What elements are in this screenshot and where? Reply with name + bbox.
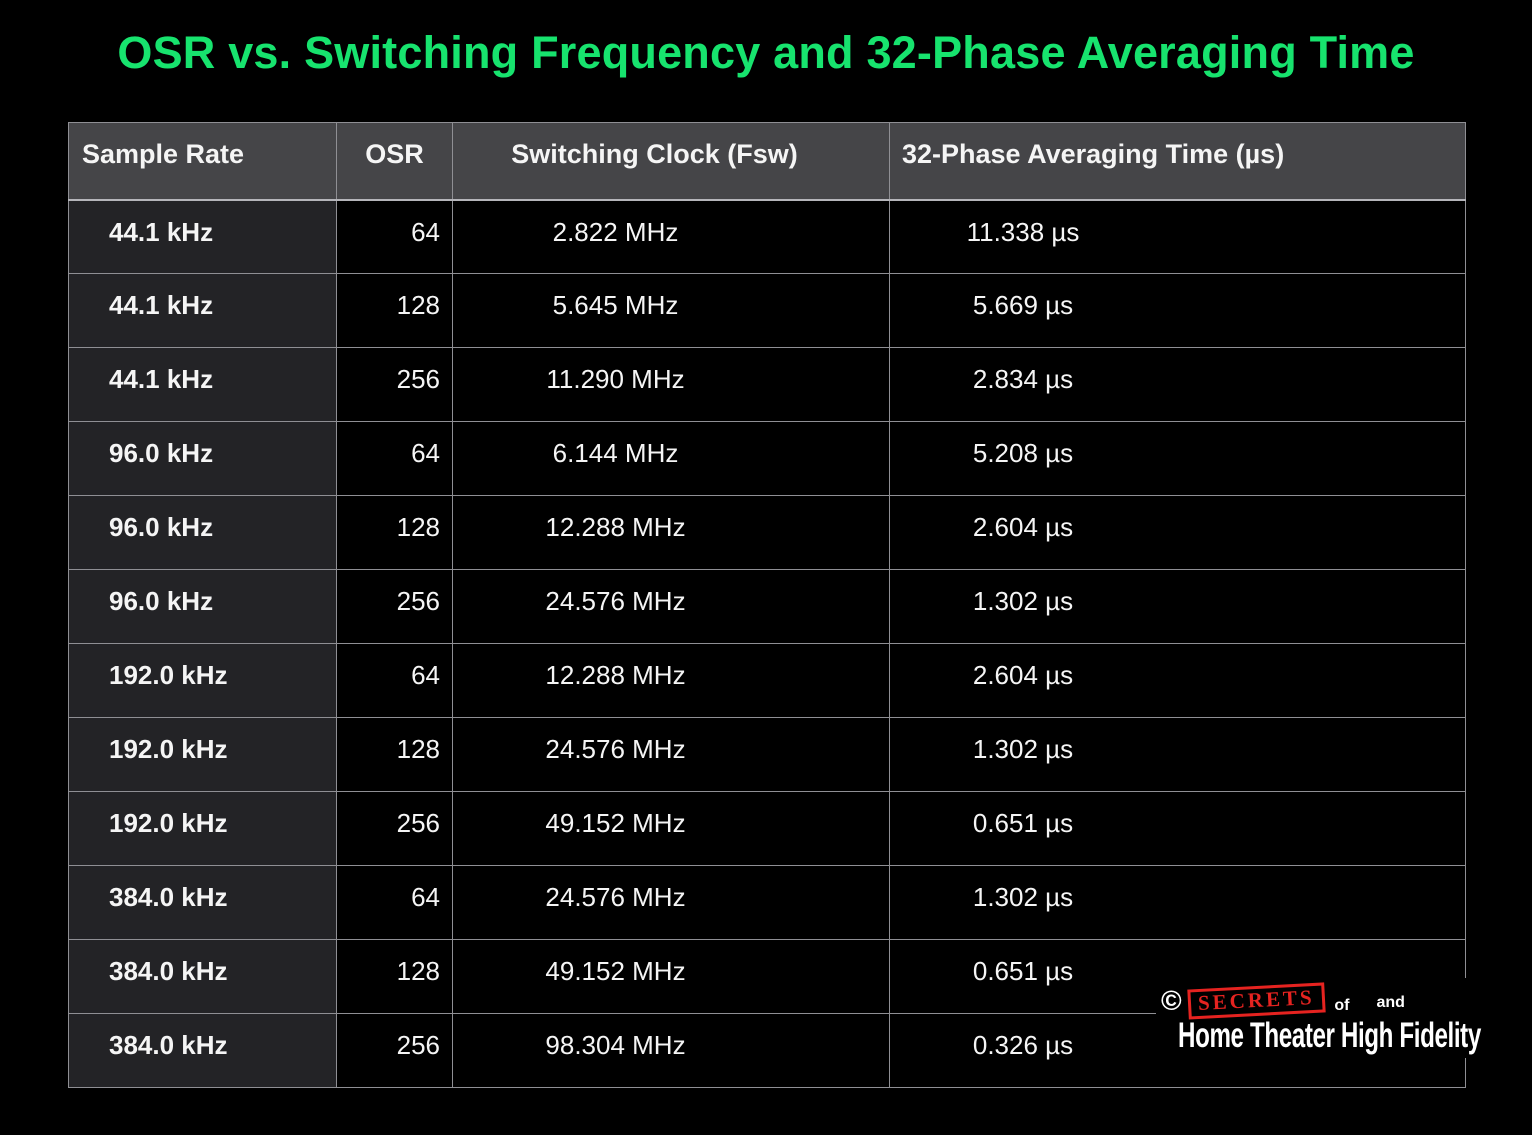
copyright-icon: © (1161, 985, 1182, 1017)
column-header-osr: OSR (336, 122, 453, 201)
cell-switching-clock: 2.822 MHz (452, 199, 890, 274)
logo-top-line: © SECRETS of and (1161, 982, 1405, 1020)
table-row: 96.0 kHz 64 6.144 MHz 5.208 µs (68, 421, 1466, 496)
cell-averaging-time: 1.302 µs (889, 569, 1466, 644)
cell-osr: 256 (336, 347, 453, 422)
cell-osr: 64 (336, 199, 453, 274)
cell-switching-clock: 11.290 MHz (452, 347, 890, 422)
cell-switching-clock: 6.144 MHz (452, 421, 890, 496)
table-row: 44.1 kHz 128 5.645 MHz 5.669 µs (68, 273, 1466, 348)
cell-sample-rate: 44.1 kHz (68, 347, 337, 422)
cell-switching-clock: 24.576 MHz (452, 717, 890, 792)
cell-sample-rate: 384.0 kHz (68, 939, 337, 1014)
logo-word-of: of (1334, 997, 1350, 1015)
cell-osr: 128 (336, 273, 453, 348)
osr-table: Sample Rate OSR Switching Clock (Fsw) 32… (68, 122, 1466, 1088)
cell-switching-clock: 49.152 MHz (452, 791, 890, 866)
sohthf-logo: © SECRETS of and Home Theater High Fidel… (1156, 978, 1504, 1058)
cell-averaging-time: 1.302 µs (889, 717, 1466, 792)
cell-averaging-time: 0.651 µs (889, 791, 1466, 866)
header-row: Sample Rate OSR Switching Clock (Fsw) 32… (68, 122, 1466, 201)
cell-switching-clock: 98.304 MHz (452, 1013, 890, 1088)
column-header-switching-clock: Switching Clock (Fsw) (452, 122, 890, 201)
cell-sample-rate: 96.0 kHz (68, 421, 337, 496)
table-row: 96.0 kHz 128 12.288 MHz 2.604 µs (68, 495, 1466, 570)
cell-averaging-time: 2.604 µs (889, 643, 1466, 718)
cell-averaging-time: 5.208 µs (889, 421, 1466, 496)
cell-switching-clock: 24.576 MHz (452, 569, 890, 644)
column-header-sample-rate: Sample Rate (68, 122, 337, 201)
cell-osr: 256 (336, 569, 453, 644)
cell-switching-clock: 24.576 MHz (452, 865, 890, 940)
cell-switching-clock: 12.288 MHz (452, 643, 890, 718)
cell-osr: 256 (336, 1013, 453, 1088)
cell-sample-rate: 192.0 kHz (68, 643, 337, 718)
table-row: 44.1 kHz 64 2.822 MHz 11.338 µs (68, 199, 1466, 274)
cell-sample-rate: 384.0 kHz (68, 1013, 337, 1088)
cell-averaging-time: 2.604 µs (889, 495, 1466, 570)
table-row: 192.0 kHz 128 24.576 MHz 1.302 µs (68, 717, 1466, 792)
cell-switching-clock: 12.288 MHz (452, 495, 890, 570)
column-header-averaging-time: 32-Phase Averaging Time (µs) (889, 122, 1466, 201)
cell-averaging-time: 11.338 µs (889, 199, 1466, 274)
cell-osr: 128 (336, 939, 453, 1014)
cell-sample-rate: 96.0 kHz (68, 569, 337, 644)
page-title: OSR vs. Switching Frequency and 32-Phase… (117, 27, 1415, 78)
table-row: 384.0 kHz 128 49.152 MHz 0.651 µs (68, 939, 1466, 1014)
logo-word-and: and (1376, 994, 1405, 1012)
cell-switching-clock: 49.152 MHz (452, 939, 890, 1014)
cell-averaging-time: 1.302 µs (889, 865, 1466, 940)
cell-osr: 64 (336, 421, 453, 496)
cell-osr: 128 (336, 495, 453, 570)
table-row: 96.0 kHz 256 24.576 MHz 1.302 µs (68, 569, 1466, 644)
cell-osr: 128 (336, 717, 453, 792)
cell-averaging-time: 5.669 µs (889, 273, 1466, 348)
table-row: 192.0 kHz 256 49.152 MHz 0.651 µs (68, 791, 1466, 866)
cell-osr: 64 (336, 643, 453, 718)
table-row: 384.0 kHz 64 24.576 MHz 1.302 µs (68, 865, 1466, 940)
cell-sample-rate: 44.1 kHz (68, 199, 337, 274)
cell-switching-clock: 5.645 MHz (452, 273, 890, 348)
logo-main-text: Home Theater High Fidelity (1178, 1015, 1481, 1055)
cell-sample-rate: 44.1 kHz (68, 273, 337, 348)
cell-averaging-time: 2.834 µs (889, 347, 1466, 422)
cell-sample-rate: 192.0 kHz (68, 717, 337, 792)
cell-osr: 64 (336, 865, 453, 940)
table-row: 192.0 kHz 64 12.288 MHz 2.604 µs (68, 643, 1466, 718)
cell-osr: 256 (336, 791, 453, 866)
cell-sample-rate: 384.0 kHz (68, 865, 337, 940)
cell-sample-rate: 192.0 kHz (68, 791, 337, 866)
table-row: 44.1 kHz 256 11.290 MHz 2.834 µs (68, 347, 1466, 422)
cell-sample-rate: 96.0 kHz (68, 495, 337, 570)
